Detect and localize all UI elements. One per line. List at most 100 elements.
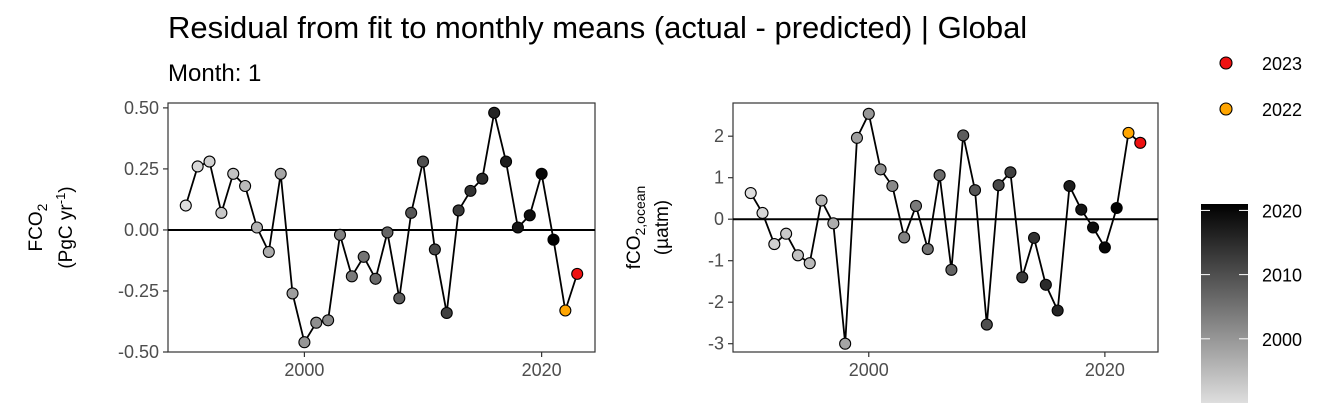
- data-point: [274, 167, 287, 180]
- chart-subtitle: Month: 1: [168, 60, 262, 87]
- data-point: [262, 245, 275, 258]
- data-point: [1075, 203, 1088, 216]
- legend-label-2022: 2022: [1262, 100, 1302, 120]
- data-point: [286, 287, 299, 300]
- data-point: [535, 167, 548, 180]
- y-tick-label: 1: [714, 168, 724, 188]
- y-tick-label: 0.25: [124, 159, 159, 179]
- y-axis-units: (µatm): [652, 200, 673, 255]
- y-axis-label-subscript: 2,ocean: [632, 186, 648, 236]
- y-axis-label-subscript: 2: [34, 203, 50, 211]
- data-point: [191, 160, 204, 173]
- data-point: [179, 199, 192, 212]
- data-point: [933, 169, 946, 182]
- y-tick-label: 2: [714, 126, 724, 146]
- data-point: [827, 217, 840, 230]
- x-tick-label: 2000: [284, 360, 324, 380]
- y-tick-label: -1: [708, 251, 724, 271]
- data-point: [333, 228, 347, 241]
- data-point: [227, 167, 240, 180]
- panel-left: 0.50 0.25 0.00 -0.25 -0.50 2000 2020 FCO2 (PgC y…: [26, 98, 596, 380]
- data-point: [393, 292, 406, 305]
- y-tick-label: -0.50: [118, 342, 159, 362]
- y-axis-label: fCO2,ocean: [624, 186, 648, 270]
- y-tick-label: -2: [708, 292, 724, 312]
- series-line: [184, 112, 579, 345]
- panel-right: 2 1 0 -1 -2 -3 2000 2020 fCO2,ocean (µatm): [624, 102, 1159, 380]
- x-tick-label: 2020: [1085, 360, 1125, 380]
- data-point: [322, 314, 335, 327]
- data-point: [511, 221, 524, 234]
- data-point: [357, 250, 370, 263]
- data-point: [345, 270, 358, 283]
- data-point: [744, 187, 757, 200]
- data-point: [381, 226, 394, 239]
- data-point: [523, 209, 536, 222]
- data-point: [298, 336, 311, 349]
- data-point: [488, 106, 501, 119]
- data-point: [1134, 136, 1147, 149]
- data-point: [1016, 271, 1029, 284]
- data-point: [440, 306, 453, 319]
- y-axis-units: (PgC yr-1): [53, 186, 77, 268]
- data-point: [768, 238, 781, 251]
- data-point: [464, 184, 477, 197]
- y-tick-label: -0.25: [118, 281, 159, 301]
- data-point: [203, 155, 216, 168]
- data-point: [310, 316, 323, 329]
- colorbar-label: 2020: [1262, 201, 1302, 221]
- y-tick-label: -3: [708, 334, 724, 354]
- data-point: [980, 318, 993, 331]
- panel-border: [167, 102, 596, 353]
- data-point: [369, 272, 382, 285]
- x-tick-label: 2020: [522, 360, 562, 380]
- data-point: [571, 267, 584, 280]
- series-line: [749, 111, 1141, 344]
- data-point: [1110, 201, 1123, 215]
- data-point: [874, 163, 887, 176]
- data-point: [862, 107, 875, 120]
- data-point: [452, 204, 465, 217]
- data-point: [215, 206, 228, 219]
- legend-label-2023: 2023: [1262, 54, 1302, 74]
- data-point: [1098, 241, 1111, 254]
- data-point: [898, 231, 911, 244]
- data-point: [1004, 166, 1017, 179]
- y-axis-label: FCO2: [26, 203, 50, 251]
- data-point: [1027, 231, 1041, 244]
- data-point: [547, 233, 560, 246]
- chart-title: Residual from fit to monthly means (actu…: [168, 10, 1028, 45]
- data-point: [1087, 221, 1100, 234]
- data-point: [945, 263, 958, 276]
- y-tick-label: 0.50: [124, 98, 159, 118]
- data-point: [957, 129, 970, 142]
- panel-border: [732, 102, 1159, 353]
- y-axis-units-close: ): [56, 186, 77, 192]
- data-point: [405, 206, 418, 219]
- data-point: [909, 199, 923, 212]
- data-point: [921, 243, 934, 256]
- data-point: [815, 194, 828, 207]
- data-point: [1122, 126, 1135, 139]
- data-point: [1063, 179, 1076, 193]
- data-point: [992, 179, 1005, 192]
- y-tick-label: 0.00: [124, 220, 159, 240]
- legend: 2023 2022 2020 2010 2000: [1201, 54, 1302, 403]
- y-tick-label: 0: [714, 209, 724, 229]
- legend-key-2023: [1219, 56, 1233, 70]
- legend-key-2022: [1219, 102, 1233, 116]
- data-point: [476, 172, 489, 185]
- data-point: [886, 179, 899, 193]
- data-point: [850, 131, 864, 144]
- data-point: [1051, 304, 1064, 317]
- data-point: [803, 257, 816, 270]
- data-point: [791, 249, 804, 262]
- colorbar-label: 2000: [1262, 330, 1302, 350]
- colorbar-label: 2010: [1262, 266, 1302, 286]
- data-point: [559, 304, 572, 317]
- data-point: [416, 155, 430, 168]
- x-tick-label: 2000: [849, 360, 889, 380]
- data-point: [428, 243, 441, 256]
- data-point: [1039, 278, 1052, 291]
